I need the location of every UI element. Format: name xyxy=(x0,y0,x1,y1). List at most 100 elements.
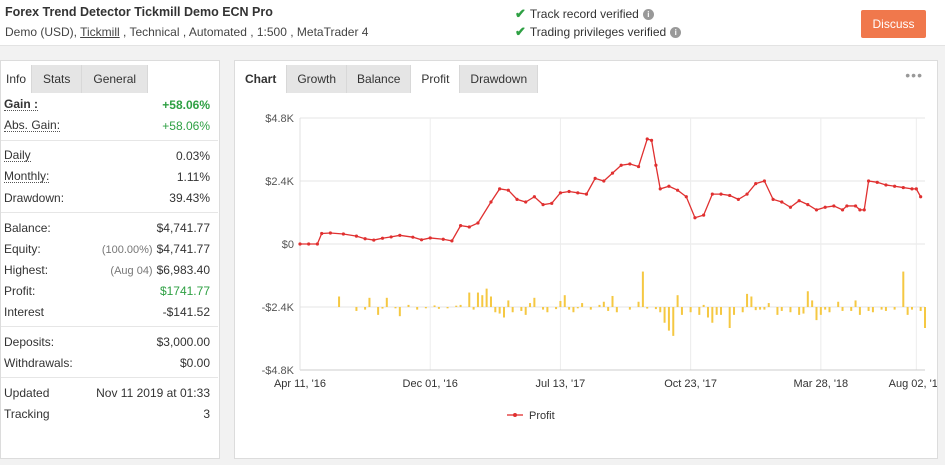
profit-bar xyxy=(702,304,705,307)
profit-bar xyxy=(776,307,779,315)
profit-point xyxy=(728,193,732,198)
profit-label: Profit: xyxy=(4,283,36,298)
y-tick-label: $0 xyxy=(282,239,294,251)
profit-point xyxy=(645,137,649,141)
system-title: Forex Trend Detector Tickmill Demo ECN P… xyxy=(5,5,273,19)
tab-drawdown[interactable]: Drawdown xyxy=(460,65,539,93)
highest-amount: $6,983.40 xyxy=(156,262,210,277)
profit-point xyxy=(901,185,905,190)
profit-point xyxy=(307,242,311,246)
profit-point xyxy=(893,184,897,188)
profit-point xyxy=(858,208,862,212)
withdrawals-value: $0.00 xyxy=(179,355,210,370)
profit-bar xyxy=(546,307,549,313)
profit-bar xyxy=(355,307,358,311)
gain-row: Gain : +58.06% xyxy=(4,94,210,115)
profit-bar xyxy=(385,297,388,307)
profit-point xyxy=(853,204,858,208)
profit-bar xyxy=(520,307,523,311)
profit-bar xyxy=(646,307,649,309)
profit-point xyxy=(380,236,385,240)
profit-point xyxy=(754,182,758,186)
profit-point xyxy=(919,195,923,199)
profit-point xyxy=(710,192,714,196)
highest-date: (Aug 04) xyxy=(110,264,153,277)
profit-bar xyxy=(476,292,479,307)
profit-bar xyxy=(837,301,840,307)
profit-bar xyxy=(572,307,575,313)
profit-bar xyxy=(880,307,883,310)
profit-point xyxy=(797,199,801,203)
withdrawals-label: Withdrawals: xyxy=(4,355,73,370)
daily-label[interactable]: Daily xyxy=(4,148,31,162)
profit-point xyxy=(419,238,424,242)
x-tick-label: Aug 02, '19 xyxy=(889,378,937,390)
profit-bar xyxy=(424,307,427,309)
profit-bar xyxy=(841,307,844,311)
gain-value: +58.06% xyxy=(162,97,210,112)
profit-bar xyxy=(798,307,801,315)
broker-link[interactable]: Tickmill xyxy=(80,25,120,39)
tab-info[interactable]: Info xyxy=(1,65,33,93)
profit-bar xyxy=(811,300,814,307)
tab-profit[interactable]: Profit xyxy=(411,65,461,93)
system-header: Forex Trend Detector Tickmill Demo ECN P… xyxy=(0,0,945,46)
discuss-button[interactable]: Discuss xyxy=(861,10,926,38)
tab-general[interactable]: General xyxy=(82,65,149,93)
profit-bar xyxy=(581,303,584,307)
profit-point xyxy=(524,200,528,204)
tab-balance[interactable]: Balance xyxy=(347,65,412,93)
profit-point xyxy=(458,224,463,228)
drawdown-value: 39.43% xyxy=(169,190,210,205)
profit-chart: $4.8K $2.4K $0 -$2.4K -$4.8K Apr 11, '16 Dec 0… xyxy=(235,94,944,458)
x-tick-label: Jul 13, '17 xyxy=(536,378,586,390)
profit-point xyxy=(498,187,502,191)
divider xyxy=(1,377,218,378)
tab-growth[interactable]: Growth xyxy=(287,65,348,93)
account-type: Demo (USD), xyxy=(5,25,81,39)
profit-bar xyxy=(754,307,757,311)
profit-point xyxy=(780,200,784,204)
profit-bar xyxy=(715,307,718,315)
info-icon[interactable]: i xyxy=(670,26,682,38)
profit-bar xyxy=(494,307,497,313)
profit-point xyxy=(667,184,671,188)
drawdown-row: Drawdown: 39.43% xyxy=(4,187,210,208)
profit-point xyxy=(884,183,888,187)
profit-point xyxy=(354,234,359,238)
profit-bar xyxy=(437,307,440,309)
profit-bar xyxy=(542,307,545,310)
profit-point xyxy=(806,203,810,207)
trading-privileges-label: Trading privileges verified xyxy=(529,25,667,39)
profit-bar xyxy=(720,307,723,315)
stats-rows: Gain : +58.06% Abs. Gain: +58.06% Daily … xyxy=(1,94,219,424)
profit-bar xyxy=(924,307,926,328)
profit-bar xyxy=(676,295,679,307)
profit-point xyxy=(428,236,432,240)
profit-bar xyxy=(368,297,371,307)
profit-point xyxy=(745,192,749,196)
profit-bar xyxy=(711,307,714,323)
tab-stats[interactable]: Stats xyxy=(32,65,83,93)
abs-gain-label[interactable]: Abs. Gain: xyxy=(4,118,61,132)
profit-point xyxy=(719,192,723,196)
profit-point xyxy=(567,189,571,194)
profit-point xyxy=(372,238,376,242)
profit-bar xyxy=(884,307,887,311)
equity-label: Equity: xyxy=(4,241,41,256)
gain-label[interactable]: Gain : xyxy=(4,97,39,111)
info-icon[interactable]: i xyxy=(642,8,654,20)
more-options-icon[interactable]: ••• xyxy=(905,67,923,83)
profit-bar xyxy=(602,301,605,307)
tab-chart[interactable]: Chart xyxy=(235,65,288,93)
profit-point xyxy=(467,225,471,229)
profit-bar xyxy=(680,307,683,315)
equity-amount: $4,741.77 xyxy=(156,241,210,256)
profit-point xyxy=(576,191,580,195)
profit-point xyxy=(840,208,845,212)
updated-value: Nov 11 2019 at 01:33 xyxy=(96,385,210,400)
profit-bar xyxy=(910,307,913,310)
profit-bar xyxy=(507,300,510,307)
interest-row: Interest -$141.52 xyxy=(4,301,210,322)
monthly-label[interactable]: Monthly: xyxy=(4,169,50,183)
